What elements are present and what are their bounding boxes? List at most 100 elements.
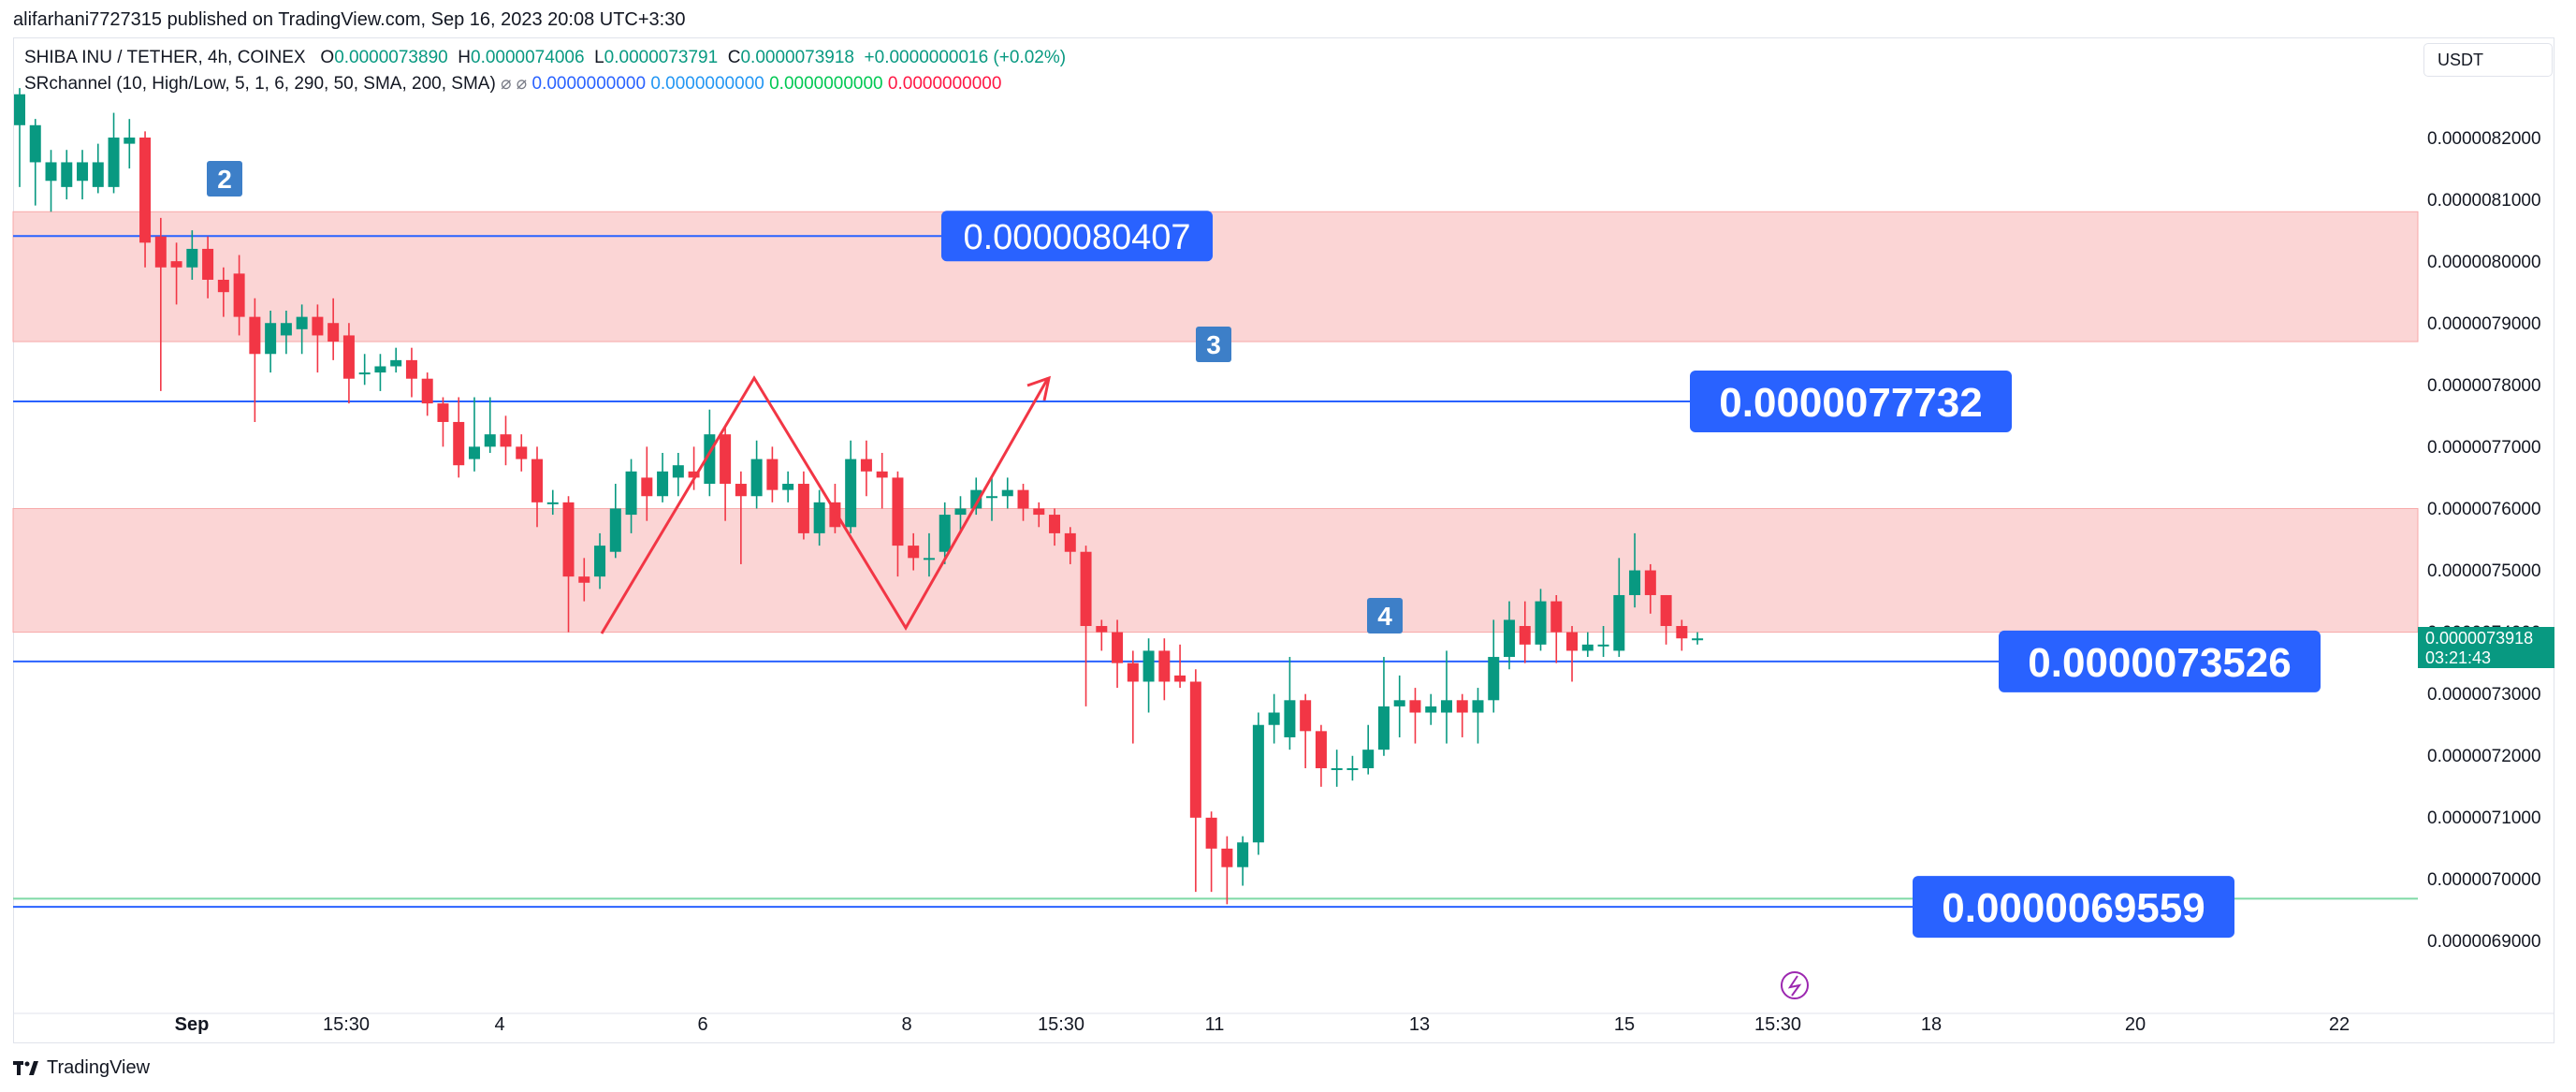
currency-button[interactable]: USDT — [2423, 43, 2553, 77]
candle-body — [923, 558, 935, 561]
candle-body — [500, 434, 512, 447]
candle-body — [1613, 594, 1625, 651]
candle-body — [954, 508, 967, 516]
candle-body — [45, 162, 57, 182]
candle-body — [1284, 700, 1296, 737]
candle-body — [1096, 626, 1108, 633]
price-tick: 0.0000070000 — [2427, 870, 2541, 890]
candle-body — [217, 279, 229, 293]
level-label-2: 0.0000077732 — [1719, 380, 1982, 426]
price-tick: 0.0000080000 — [2427, 253, 2541, 272]
candle-body — [280, 323, 292, 336]
time-tick: 15 — [1614, 1014, 1635, 1035]
candle-body — [1393, 700, 1405, 706]
publish-info: alifarhani7727315 published on TradingVi… — [13, 9, 686, 30]
candle-body — [453, 421, 465, 466]
candle-body — [1425, 706, 1437, 713]
candle-body — [594, 546, 606, 577]
price-tick: 0.0000079000 — [2427, 314, 2541, 334]
time-tick: 15:30 — [323, 1014, 370, 1035]
tradingview-footer: TradingView — [13, 1057, 150, 1079]
time-tick: Sep — [175, 1014, 210, 1035]
low-value: 0.0000073791 — [604, 48, 719, 67]
candle-body — [735, 484, 747, 497]
price-tick: 0.0000077000 — [2427, 438, 2541, 458]
candle-body — [1377, 706, 1390, 750]
price-tick: 0.0000069000 — [2427, 932, 2541, 952]
candle-body — [249, 316, 261, 355]
high-label: H — [458, 48, 471, 67]
candle-body — [1519, 626, 1531, 645]
candle-body — [625, 471, 637, 516]
candle-body — [1692, 638, 1704, 641]
candle-body — [782, 484, 794, 490]
candle-body — [1064, 532, 1076, 552]
candle-body — [970, 489, 982, 509]
candle-body — [154, 236, 167, 268]
candle-body — [61, 162, 73, 187]
candle-body — [1456, 700, 1468, 713]
symbol-legend: SHIBA INU / TETHER, 4h, COINEX O0.000007… — [24, 48, 1066, 68]
candle-body — [1660, 594, 1672, 627]
candle-body — [1440, 700, 1452, 713]
time-tick: 15:30 — [1038, 1014, 1084, 1035]
sr-zone-1 — [12, 211, 2419, 342]
time-tick: 15:30 — [1754, 1014, 1801, 1035]
candle-body — [1017, 489, 1029, 509]
candle-body — [1158, 650, 1171, 682]
indicator-name: SRchannel (10, High/Low, 5, 1, 6, 290, 5… — [24, 74, 496, 94]
close-value: 0.0000073918 — [740, 48, 854, 67]
level-label-4: 0.0000069559 — [1942, 885, 2205, 931]
candle-body — [876, 471, 888, 478]
candle-body — [1221, 848, 1233, 867]
price-tick: 0.0000076000 — [2427, 500, 2541, 519]
time-tick: 4 — [494, 1014, 504, 1035]
candle-body — [672, 465, 684, 478]
current-price-tag — [2418, 627, 2554, 668]
current-price-value: 0.0000073918 — [2425, 629, 2533, 648]
candle-body — [390, 359, 402, 367]
indicator-legend: SRchannel (10, High/Low, 5, 1, 6, 290, 5… — [24, 73, 1001, 95]
price-tick: 0.0000081000 — [2427, 191, 2541, 211]
low-label: L — [594, 48, 604, 67]
event-lightning-icon — [1781, 971, 1809, 999]
candle-body — [1488, 657, 1500, 701]
candle-body — [484, 434, 496, 447]
open-label: O — [320, 48, 335, 67]
candle-body — [1112, 632, 1124, 663]
candle-body — [516, 446, 528, 459]
level-label-bg-4 — [1913, 876, 2234, 939]
candle-body — [985, 496, 997, 499]
candle-body — [688, 471, 700, 478]
time-tick: 22 — [2329, 1014, 2350, 1035]
candle-body — [1566, 632, 1579, 651]
time-tick: 11 — [1205, 1014, 1225, 1035]
candle-body — [1362, 750, 1375, 768]
candle-body — [92, 162, 104, 187]
candle-body — [296, 316, 308, 329]
candle-body — [1409, 700, 1421, 713]
candle-body — [1504, 619, 1516, 658]
candle-body — [1174, 675, 1186, 682]
pattern-arrowhead-icon — [1026, 375, 1052, 401]
candle-body — [265, 323, 277, 355]
candle-body — [139, 138, 152, 243]
time-tick: 18 — [1921, 1014, 1942, 1035]
candle-body — [892, 477, 904, 546]
candle-body — [562, 502, 575, 577]
candle-body — [1331, 767, 1343, 770]
close-label: C — [727, 48, 741, 67]
candle-body — [1629, 570, 1641, 595]
marker-4: 4 — [1377, 602, 1392, 631]
candle-body — [641, 477, 653, 497]
candle-body — [657, 471, 669, 497]
candle-body — [1581, 644, 1594, 651]
time-tick: 20 — [2125, 1014, 2146, 1035]
candle-body — [750, 459, 763, 497]
candle-body — [186, 248, 198, 268]
candle-body — [421, 378, 433, 404]
candle-body — [1033, 508, 1045, 516]
price-tick: 0.0000082000 — [2427, 129, 2541, 149]
candle-body — [1080, 551, 1092, 627]
